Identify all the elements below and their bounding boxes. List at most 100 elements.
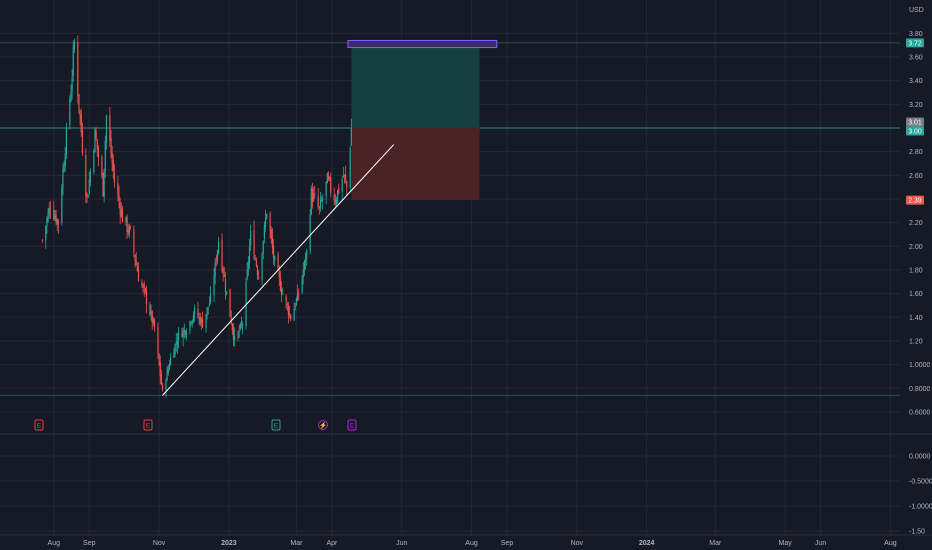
candle-body: [256, 267, 259, 276]
candle-body: [149, 304, 151, 315]
candle-body: [125, 216, 127, 223]
event-marker-label: E: [37, 423, 42, 430]
position-zones[interactable]: [347, 39, 498, 201]
candle-body: [294, 306, 296, 307]
candle-body: [157, 327, 159, 354]
candle-body: [160, 374, 162, 385]
trendline-segment[interactable]: [162, 144, 395, 396]
price-tick-label: 3.60: [909, 55, 923, 62]
candle-body: [234, 335, 236, 341]
candle-body: [71, 77, 73, 91]
candle-body: [201, 318, 204, 328]
time-tick-label: Mar: [290, 540, 303, 547]
candle-body: [169, 358, 172, 365]
candle-body: [302, 269, 304, 278]
stop-zone[interactable]: [351, 128, 480, 201]
price-badge-label: 3.00: [908, 129, 922, 136]
candle-body: [229, 289, 231, 317]
candle-body: [126, 216, 128, 232]
candle-body: [248, 246, 251, 263]
earnings-event-marker[interactable]: E: [143, 419, 153, 431]
candle-body: [314, 193, 316, 195]
candle-body: [46, 218, 48, 227]
price-badge: 3.01: [906, 117, 924, 127]
earnings-event-marker[interactable]: E: [34, 419, 44, 431]
candles: [41, 35, 352, 398]
candle-body: [70, 91, 72, 101]
candle-body: [61, 188, 63, 224]
candle-body: [152, 319, 154, 323]
candle-body: [239, 324, 241, 329]
trendline[interactable]: [162, 144, 395, 396]
candle-body: [136, 266, 138, 272]
candle-body: [295, 298, 298, 305]
candle-body: [168, 365, 170, 369]
candle-body: [242, 324, 244, 326]
candle-body: [189, 321, 191, 331]
profit-zone[interactable]: [351, 45, 480, 128]
time-tick-label: Aug: [465, 540, 478, 547]
event-marker-label: E: [146, 423, 151, 430]
candle-body: [182, 330, 184, 338]
candle-body: [230, 315, 232, 324]
candle-body: [89, 171, 92, 182]
earnings-event-marker[interactable]: ⚡: [318, 420, 328, 430]
candle-body: [255, 259, 257, 267]
candle-body: [137, 270, 140, 282]
candle-body: [64, 153, 66, 166]
candle-body: [330, 177, 332, 193]
time-tick-label: 2023: [221, 540, 237, 547]
candle-body: [338, 188, 340, 193]
candle-body: [78, 94, 80, 111]
candle-body: [53, 209, 55, 219]
oscillator-tick-label: -1.50: [909, 529, 925, 536]
candle-body: [129, 226, 132, 229]
candle-body: [69, 99, 71, 126]
candle-body: [280, 288, 283, 295]
candle-body: [176, 340, 178, 345]
price-axis[interactable]: USD 3.80 3.60 3.40 3.20 2.80 2.60 2.20 2.00 1.80…: [909, 7, 931, 416]
price-badge-label: 3.01: [908, 120, 922, 127]
candle-body: [56, 219, 58, 224]
candle-body: [298, 294, 300, 295]
candle-body: [261, 253, 263, 280]
candle-body: [272, 245, 275, 259]
price-tick-label: 1.20: [909, 338, 923, 345]
candle-body: [285, 295, 287, 302]
earnings-event-marker[interactable]: E: [347, 419, 357, 431]
candle-body: [262, 240, 264, 254]
price-tick-label: 3.40: [909, 78, 923, 85]
candle-body: [105, 115, 108, 142]
price-tick-label: 3.80: [909, 31, 923, 38]
candle-body: [318, 206, 320, 208]
oscillator-tick-label: -0.5000: [909, 479, 932, 486]
candle-body: [181, 333, 183, 337]
candle-body: [253, 229, 255, 260]
candle-body: [79, 110, 81, 116]
candle-body: [213, 276, 215, 296]
candle-body: [306, 250, 308, 259]
target-box[interactable]: [347, 39, 498, 49]
earnings-event-marker[interactable]: E: [271, 419, 281, 431]
event-marker-icon: [143, 419, 153, 431]
candle-body: [286, 303, 288, 306]
candle-body: [88, 179, 90, 194]
candle-body: [345, 174, 347, 180]
candle-body: [133, 229, 135, 253]
candle-body: [317, 195, 319, 208]
candle-body: [269, 213, 271, 232]
candle-body: [221, 239, 223, 271]
candle-body: [48, 207, 50, 215]
price-badge: 3.72: [906, 38, 924, 48]
time-axis[interactable]: Aug Sep Nov 2023 Mar Apr Jun Aug Sep Nov 2024 Mar Ma…: [48, 540, 897, 547]
time-tick-label: Aug: [48, 540, 61, 547]
price-tick-label: 3.20: [909, 102, 923, 109]
time-tick-label: Aug: [884, 540, 897, 547]
price-tick-label: 0.6000: [909, 409, 931, 416]
candle-body: [216, 250, 219, 261]
candle-body: [290, 315, 292, 320]
candle-body: [325, 181, 327, 197]
candle-body: [322, 198, 324, 201]
event-marker-icon: [318, 420, 328, 430]
